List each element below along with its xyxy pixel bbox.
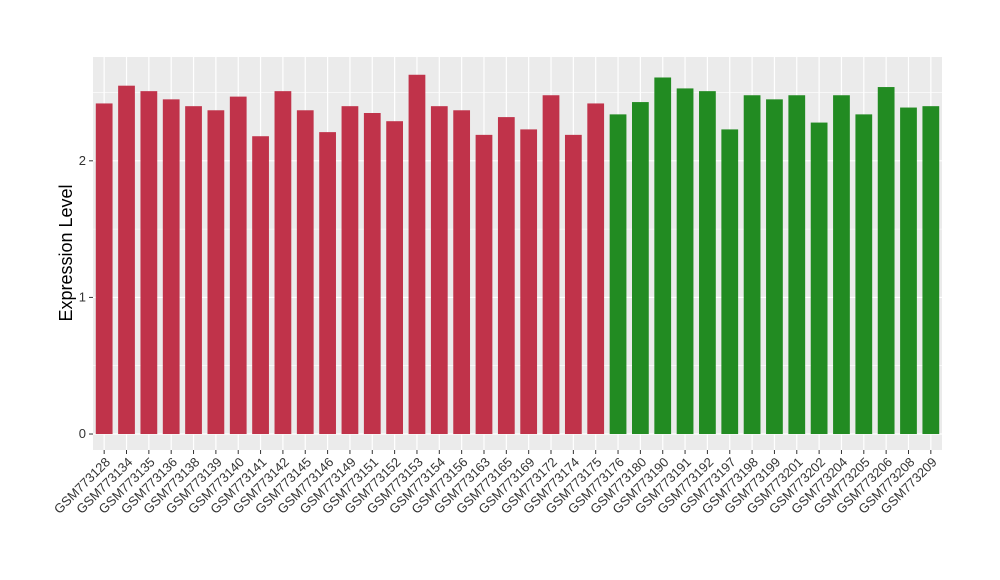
bar	[743, 95, 761, 435]
y-tick-label: 0	[79, 426, 86, 441]
bar	[900, 107, 917, 435]
bar	[587, 103, 605, 435]
bar	[296, 110, 314, 435]
bar	[654, 77, 672, 435]
bar	[833, 95, 850, 435]
bar	[542, 95, 560, 435]
bar	[766, 99, 783, 435]
bar	[721, 129, 739, 435]
bar	[855, 114, 873, 435]
bar	[922, 106, 940, 435]
bar	[118, 85, 135, 435]
bar	[252, 136, 269, 435]
bar	[609, 114, 627, 435]
bar	[430, 106, 448, 435]
bar	[453, 110, 471, 435]
bar	[564, 134, 582, 435]
y-axis-label: Expression Level	[56, 184, 76, 321]
bar	[207, 110, 225, 435]
bar	[140, 91, 158, 435]
bar	[877, 87, 895, 435]
bar	[185, 106, 202, 435]
bar	[274, 91, 292, 435]
bar	[497, 117, 515, 435]
bar	[475, 134, 493, 435]
bar	[319, 132, 336, 435]
bar	[632, 102, 649, 435]
bar	[520, 129, 538, 435]
bar	[408, 74, 426, 435]
bar	[341, 106, 359, 435]
bar	[363, 113, 381, 435]
bar	[676, 88, 694, 435]
bar	[95, 103, 113, 435]
bar	[810, 122, 828, 435]
y-tick-label: 2	[79, 153, 86, 168]
y-tick-label: 1	[79, 289, 86, 304]
bar	[229, 96, 247, 435]
bar	[699, 91, 716, 435]
bar	[162, 99, 180, 435]
bar	[386, 121, 403, 435]
bar	[788, 95, 806, 435]
